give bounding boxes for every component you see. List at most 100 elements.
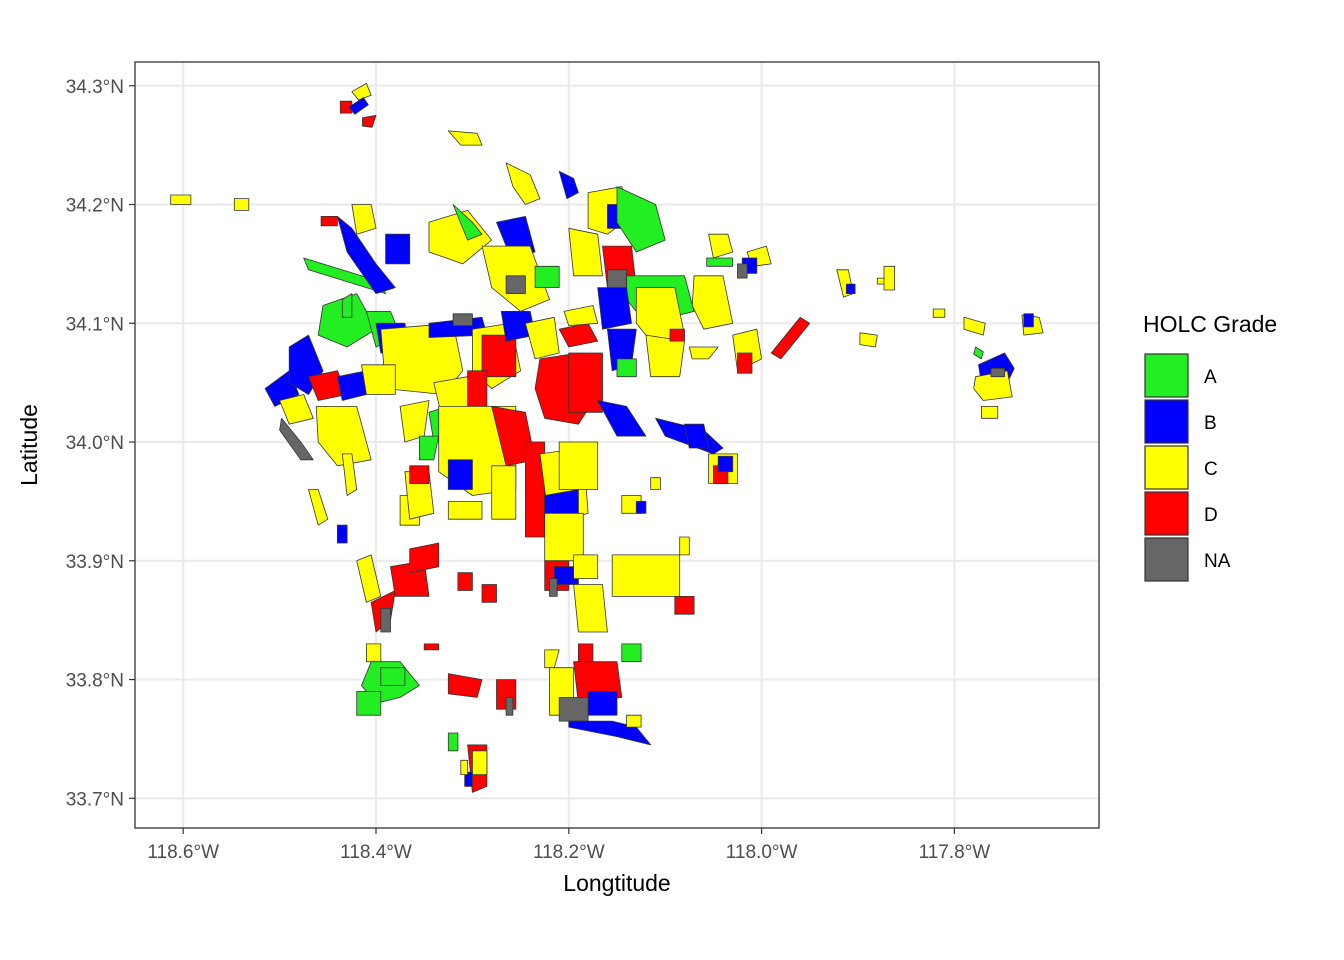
region-grade-c — [688, 346, 719, 360]
region-grade-c — [341, 453, 358, 496]
region-grade-a — [452, 204, 483, 241]
region-grade-na — [990, 367, 1005, 378]
x-axis-ticks: 118.6°W 118.4°W 118.2°W 118.0°W 117.8°W — [147, 828, 990, 863]
region-grade-d — [457, 572, 473, 591]
region-grade-c — [351, 83, 372, 101]
region-grade-c — [315, 405, 372, 467]
region-grade-c — [233, 198, 250, 211]
y-tick-label: 34.3°N — [66, 77, 124, 98]
region-grade-a — [621, 643, 642, 663]
x-tick-label: 117.8°W — [919, 842, 991, 863]
region-grade-a — [418, 435, 440, 461]
region-grade-c — [361, 364, 396, 395]
region-grade-b — [1023, 313, 1034, 328]
region-grade-a — [447, 732, 459, 752]
y-tick-label: 34.2°N — [66, 196, 124, 217]
legend-title: HOLC Grade — [1143, 311, 1277, 337]
region-grade-c — [558, 441, 599, 490]
region-grade-a — [534, 265, 560, 289]
region-grade-d — [409, 542, 440, 574]
region-grade-b — [348, 97, 369, 115]
y-tick-label: 33.9°N — [66, 552, 124, 573]
region-grade-c — [708, 233, 734, 259]
x-tick-label: 118.0°W — [726, 842, 798, 863]
legend-label-c: C — [1204, 459, 1218, 480]
legend-swatch-b — [1144, 399, 1189, 444]
region-grade-a — [706, 257, 734, 267]
legend-label-d: D — [1204, 505, 1218, 526]
region-grade-na — [737, 263, 748, 279]
y-tick-label: 33.8°N — [66, 671, 124, 692]
region-grade-c — [447, 500, 483, 520]
region-grade-b — [846, 283, 856, 295]
y-axis-ticks: 33.7°N 33.8°N 33.9°N 34.0°N 34.1°N 34.2°N 34.3… — [66, 77, 135, 810]
region-grade-d — [770, 316, 811, 360]
region-grade-na — [380, 607, 391, 633]
region-grade-b — [717, 455, 734, 473]
region-grade-c — [351, 204, 377, 235]
region-grade-a — [380, 667, 406, 686]
region-grade-c — [447, 130, 483, 146]
region-grade-b — [635, 500, 647, 514]
region-grade-na — [279, 417, 314, 461]
legend-label-a: A — [1204, 367, 1217, 388]
region-grade-b — [558, 170, 579, 200]
region-grade-c — [679, 536, 690, 556]
region-grade-na — [549, 578, 558, 597]
legend-label-na: NA — [1204, 551, 1231, 572]
region-grade-c — [981, 405, 999, 419]
region-grade-c — [963, 316, 986, 336]
legend-swatch-c — [1144, 445, 1189, 490]
region-grade-b — [336, 215, 396, 295]
region-grade-d — [320, 215, 338, 227]
region-grade-b — [336, 524, 348, 544]
legend: HOLC Grade A B C D NA — [1143, 311, 1277, 582]
region-grade-b — [587, 691, 618, 716]
x-tick-label: 118.6°W — [147, 842, 219, 863]
region-grade-c — [365, 643, 382, 663]
region-grade-b — [385, 233, 411, 265]
region-grade-d — [737, 352, 753, 374]
region-grade-c — [573, 554, 599, 579]
region-grade-a — [616, 358, 637, 378]
region-grade-b — [464, 771, 473, 787]
y-tick-label: 34.1°N — [66, 314, 124, 335]
region-grade-c — [308, 489, 329, 526]
region-grade-c — [525, 316, 560, 360]
region-grade-b — [597, 287, 632, 330]
x-tick-label: 118.4°W — [340, 842, 412, 863]
region-grade-na — [505, 275, 526, 295]
region-grade-c — [170, 194, 192, 205]
region-grade-c — [279, 394, 314, 425]
legend-items: A B C D NA — [1144, 353, 1231, 582]
region-grade-b — [684, 423, 709, 449]
region-grade-d — [481, 334, 517, 378]
region-grade-d — [481, 584, 497, 603]
region-grade-c — [491, 465, 517, 520]
region-grade-c — [883, 265, 895, 291]
region-grade-c — [691, 275, 734, 330]
legend-label-b: B — [1204, 413, 1217, 434]
y-tick-label: 34.0°N — [66, 433, 124, 454]
region-grade-c — [460, 759, 469, 775]
region-grade-c — [932, 308, 946, 318]
region-grade-c — [356, 554, 382, 603]
region-grade-c — [471, 750, 488, 775]
region-grade-na — [607, 269, 627, 289]
region-grade-a — [341, 293, 353, 318]
region-grade-d — [339, 100, 353, 114]
region-grade-d — [467, 370, 488, 407]
region-grade-c — [563, 305, 599, 327]
region-grade-na — [452, 313, 473, 327]
region-grade-b — [597, 400, 647, 437]
region-grade-d — [362, 115, 377, 128]
region-grade-a — [356, 691, 382, 716]
region-grade-a — [973, 346, 984, 360]
region-grade-a — [616, 186, 666, 253]
region-grade-c — [505, 162, 541, 205]
region-grade-d — [674, 596, 695, 615]
region-grade-d — [669, 328, 685, 342]
y-axis-title: Latitude — [16, 404, 42, 486]
region-grade-c — [626, 714, 642, 728]
